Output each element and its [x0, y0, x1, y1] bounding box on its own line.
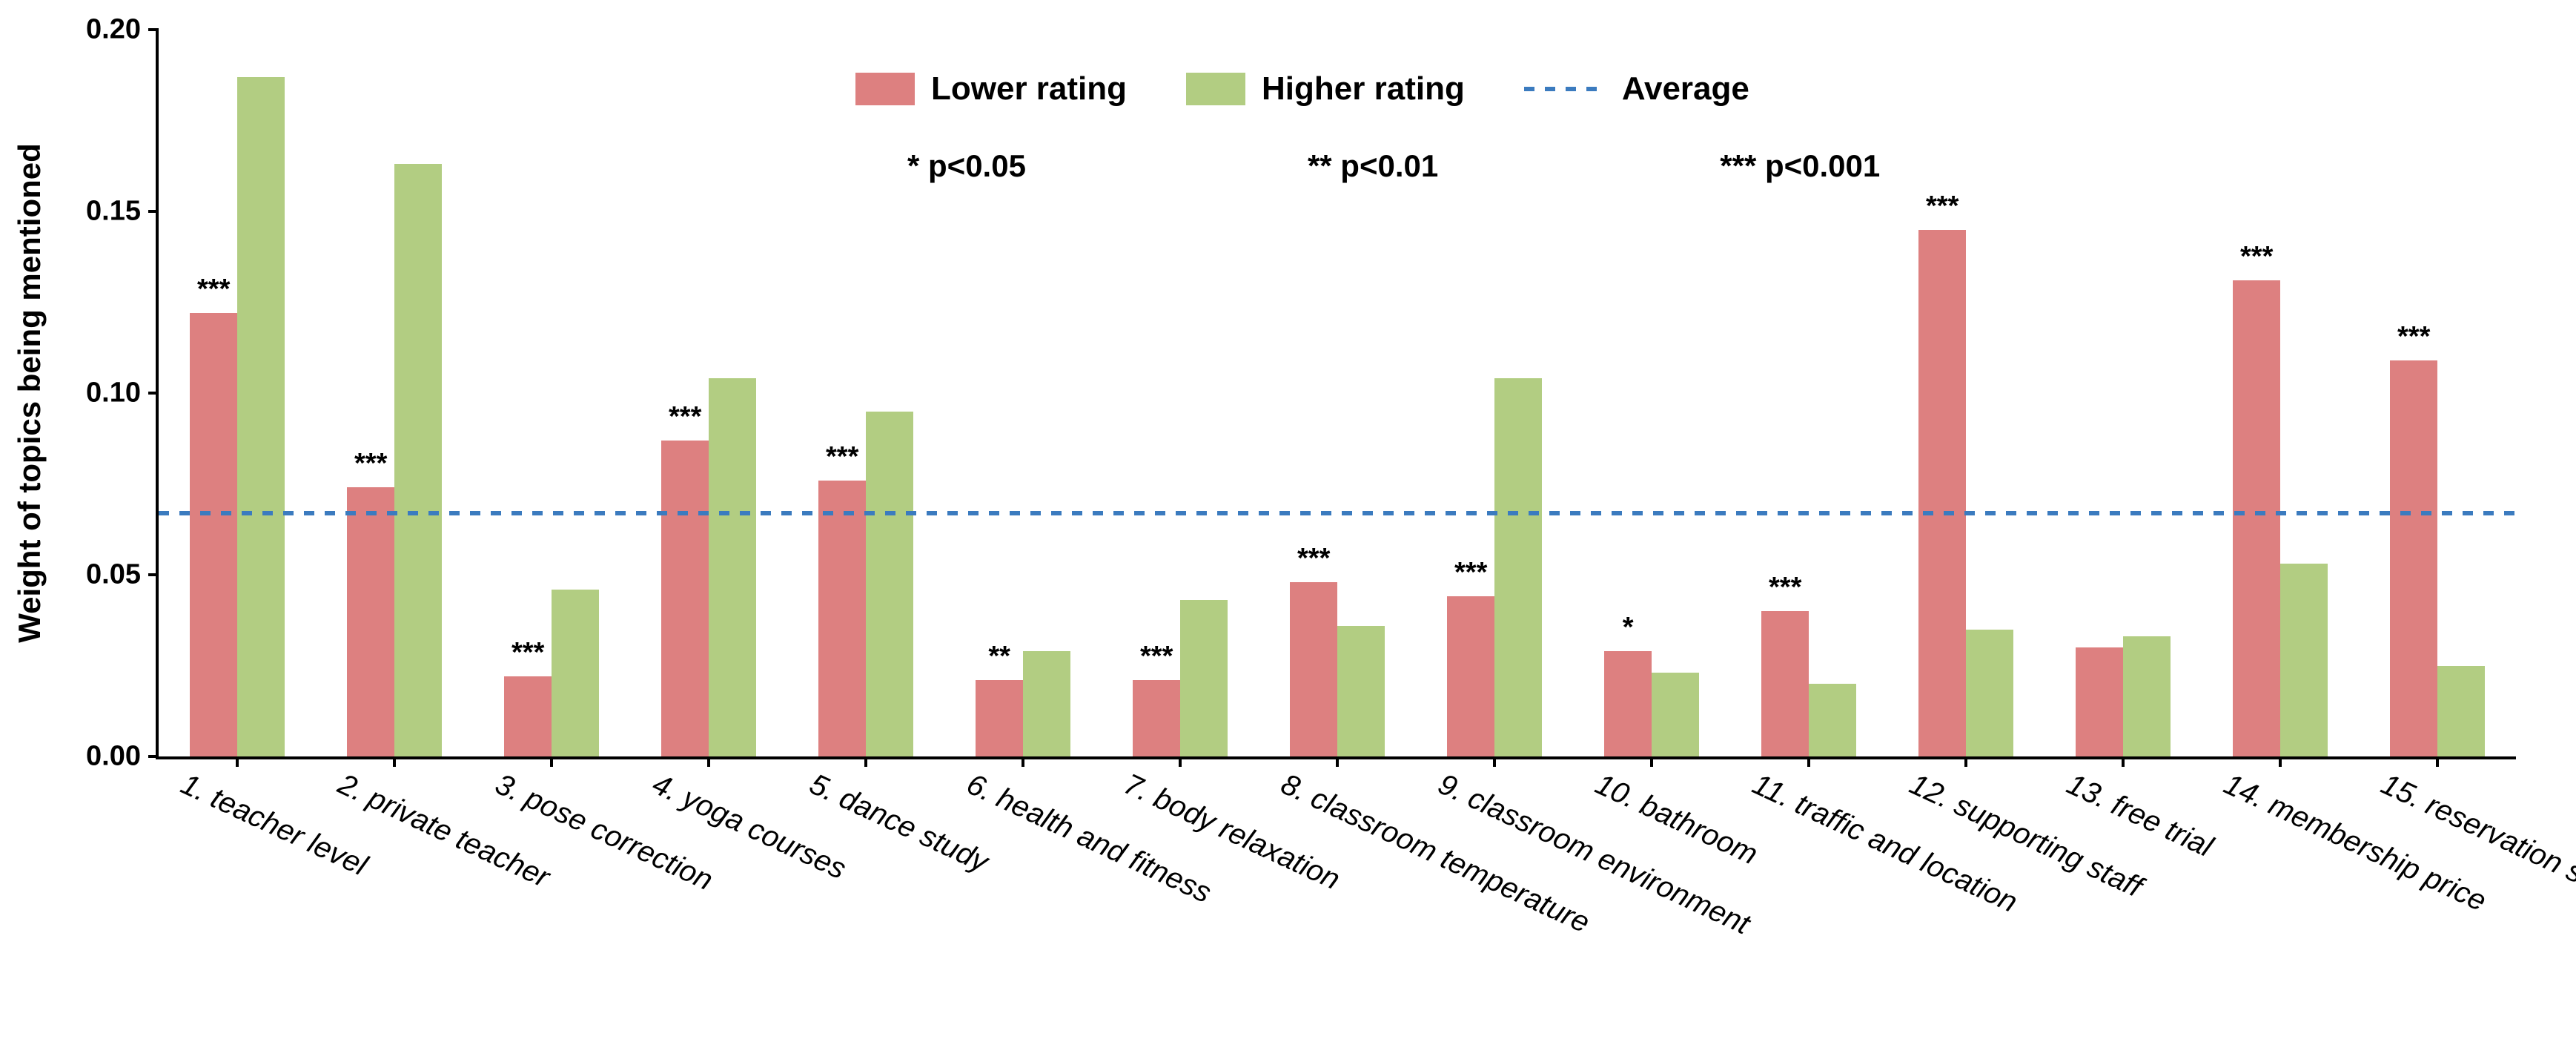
y-axis-title-text: Weight of topics being mentioned	[12, 143, 47, 643]
legend-swatch-lower	[855, 73, 915, 105]
significance-label: ***	[2240, 241, 2273, 273]
significance-label: ***	[197, 274, 230, 306]
bar-higher	[1966, 630, 2013, 757]
legend-item-average: Average	[1524, 70, 1749, 108]
x-tick-mark	[1807, 756, 1810, 767]
y-axis-title: Weight of topics being mentioned	[7, 30, 52, 756]
bar-higher	[237, 77, 285, 756]
bar-higher	[1023, 651, 1070, 756]
legend-item-lower: Lower rating	[855, 70, 1127, 108]
x-tick-mark	[2279, 756, 2282, 767]
significance-label: ***	[1454, 557, 1487, 589]
legend-swatch-higher	[1186, 73, 1245, 105]
bar-lower	[1604, 651, 1652, 756]
bar-higher	[866, 412, 913, 757]
y-tick-mark	[148, 28, 159, 31]
y-tick-label: 0.05	[52, 559, 141, 591]
x-tick-mark	[2436, 756, 2439, 767]
x-tick-label: 14. membership price	[2219, 768, 2491, 918]
bar-higher	[1337, 626, 1385, 756]
bar-lower	[976, 680, 1023, 756]
x-tick-mark	[1336, 756, 1339, 767]
significance-label: ***	[1297, 543, 1330, 575]
bar-lower	[818, 481, 866, 756]
x-tick-mark	[1493, 756, 1496, 767]
y-tick-label: 0.10	[52, 377, 141, 409]
bar-higher	[2437, 666, 2485, 757]
bar-higher	[1652, 673, 1699, 756]
legend: Lower rating Higher rating Average	[855, 70, 1749, 108]
significance-label: ***	[1769, 572, 1801, 604]
y-tick-mark	[148, 392, 159, 395]
bar-higher	[709, 378, 756, 756]
bar-higher	[1180, 600, 1228, 756]
x-tick-mark	[1650, 756, 1653, 767]
bar-lower	[1761, 611, 1809, 756]
bar-lower	[2233, 280, 2280, 756]
y-tick-mark	[148, 210, 159, 213]
significance-label: ***	[511, 637, 544, 669]
p-value-row: * p<0.05 ** p<0.01 *** p<0.001	[907, 148, 1880, 184]
y-tick-mark	[148, 573, 159, 576]
y-tick-mark	[148, 755, 159, 758]
significance-label: ***	[2397, 321, 2430, 353]
bar-lower	[1918, 230, 1966, 757]
x-tick-mark	[2122, 756, 2125, 767]
x-tick-mark	[393, 756, 396, 767]
bar-lower	[2076, 647, 2123, 756]
p-value-1: * p<0.05	[907, 148, 1026, 184]
chart-container: Weight of topics being mentioned Lower r…	[0, 0, 2576, 1062]
bar-higher	[2280, 564, 2328, 756]
p-value-2: ** p<0.01	[1308, 148, 1438, 184]
legend-label-higher: Higher rating	[1262, 70, 1465, 108]
p-value-3: *** p<0.001	[1720, 148, 1880, 184]
plot-area: Lower rating Higher rating Average * p<0…	[156, 30, 2516, 759]
legend-item-higher: Higher rating	[1186, 70, 1465, 108]
legend-line-average	[1524, 85, 1606, 93]
bar-lower	[504, 676, 552, 756]
x-tick-mark	[1964, 756, 1967, 767]
bar-lower	[1447, 596, 1494, 756]
bar-higher	[1494, 378, 1542, 756]
bar-higher	[552, 590, 599, 756]
x-tick-mark	[550, 756, 553, 767]
significance-label: ***	[1140, 641, 1173, 673]
significance-label: **	[988, 641, 1010, 673]
x-tick-mark	[236, 756, 239, 767]
bar-lower	[2390, 360, 2437, 756]
legend-label-lower: Lower rating	[931, 70, 1127, 108]
x-tick-mark	[707, 756, 710, 767]
bar-higher	[2123, 636, 2171, 756]
y-tick-label: 0.15	[52, 196, 141, 228]
significance-label: *	[1623, 612, 1634, 644]
bar-lower	[347, 487, 394, 756]
legend-label-average: Average	[1622, 70, 1749, 108]
x-tick-mark	[1022, 756, 1024, 767]
bar-higher	[1809, 684, 1856, 756]
significance-label: ***	[354, 448, 387, 480]
significance-label: ***	[826, 441, 858, 473]
bar-lower	[1290, 582, 1337, 756]
bar-lower	[661, 441, 709, 756]
significance-label: ***	[669, 401, 701, 433]
x-tick-mark	[864, 756, 867, 767]
y-tick-label: 0.00	[52, 741, 141, 773]
significance-label: ***	[1926, 191, 1959, 222]
bar-lower	[1133, 680, 1180, 756]
bar-higher	[394, 164, 442, 756]
x-tick-label: 11. traffic and location	[1747, 768, 2022, 920]
y-tick-label: 0.20	[52, 14, 141, 46]
bar-lower	[190, 313, 237, 756]
x-tick-mark	[1179, 756, 1182, 767]
